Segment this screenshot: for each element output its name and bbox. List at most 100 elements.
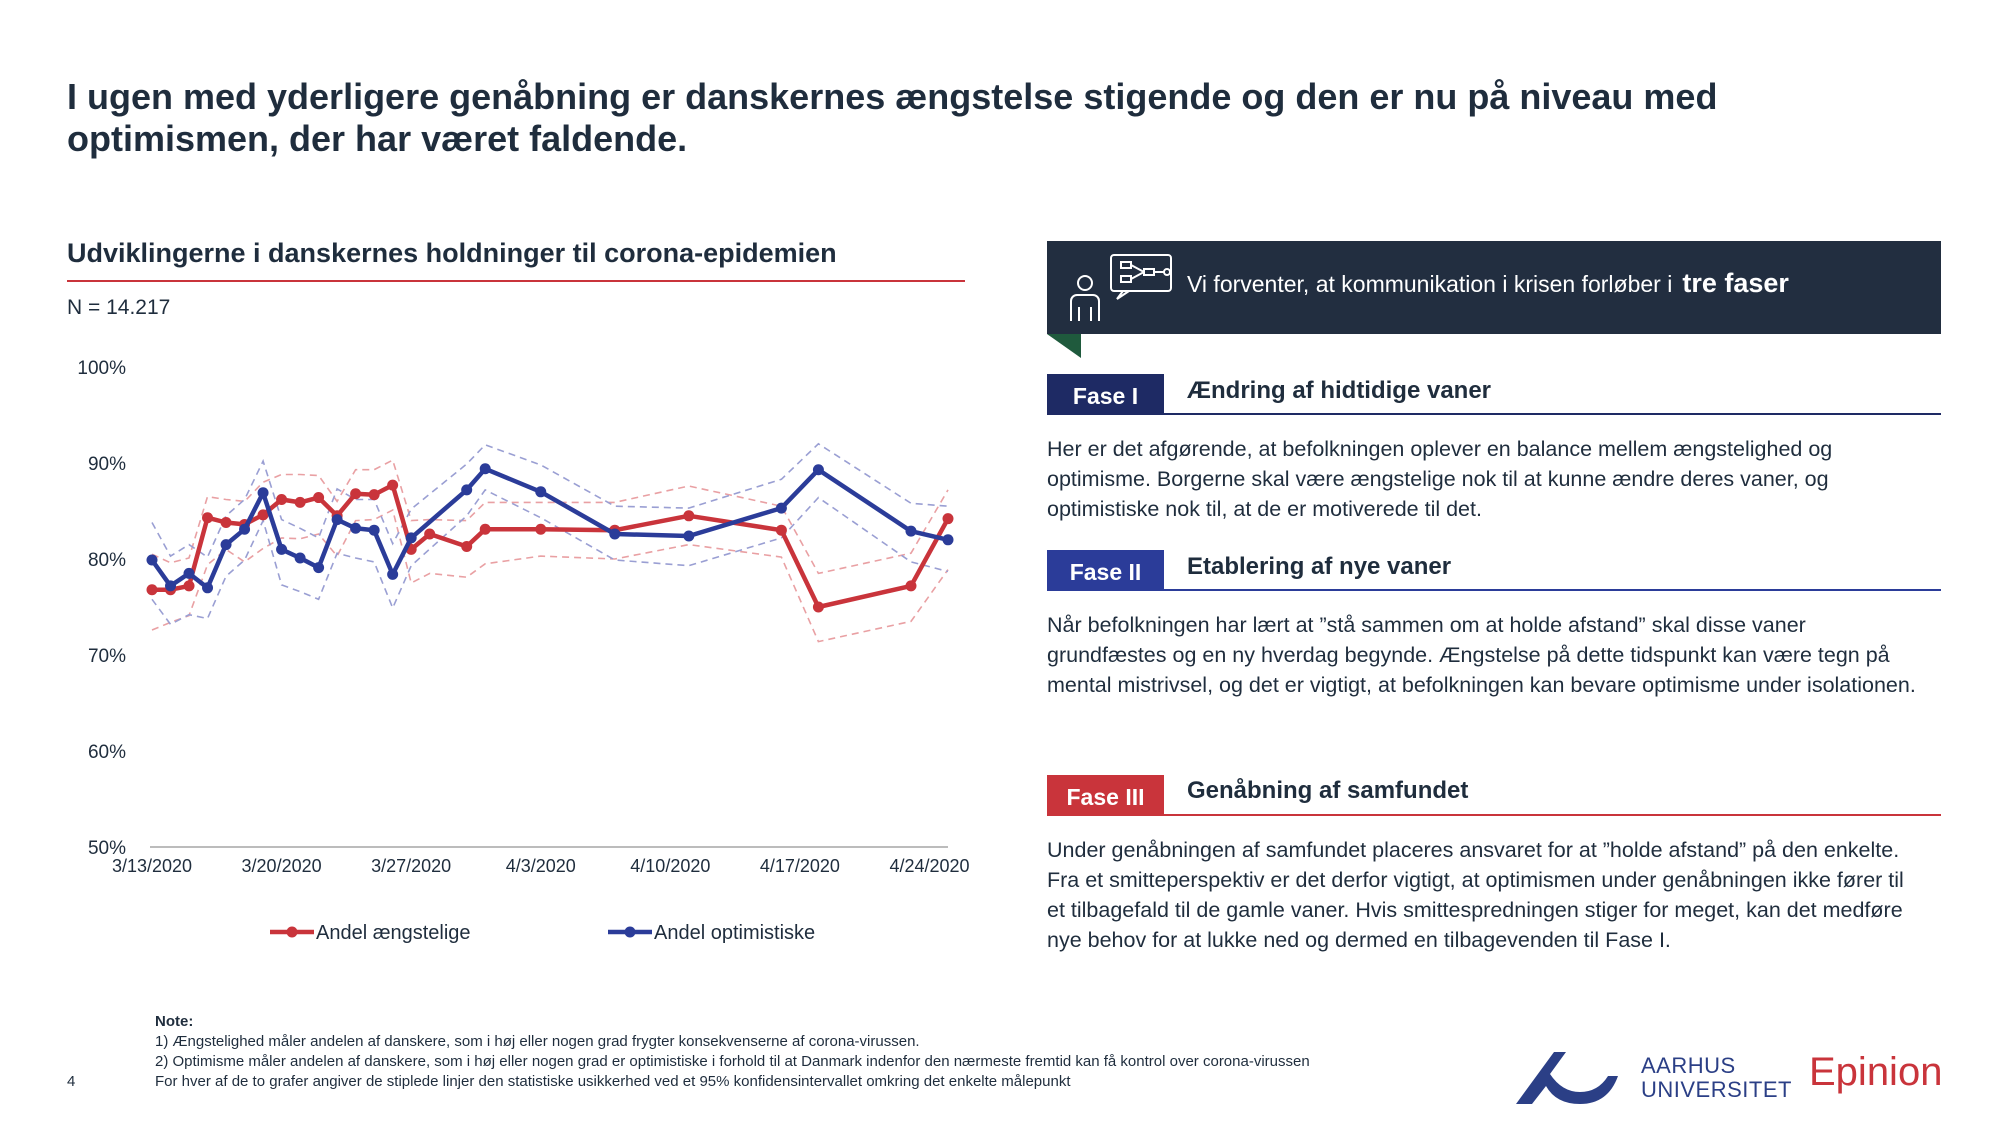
banner-text-main: Vi forventer, at kommunikation i krisen … [1187,271,1673,297]
data-point [331,514,343,526]
data-point [313,562,325,574]
data-point [609,528,621,540]
data-point [535,486,547,498]
phase-1-body: Her er det afgørende, at befolkningen op… [1047,437,1833,521]
sample-size-label: N = 14.217 [67,296,171,319]
y-tick-label: 50% [88,838,126,859]
data-point [202,512,214,524]
data-point [368,489,380,501]
university-line-1: AARHUS [1641,1053,1736,1078]
confidence-interval-lines [151,442,949,643]
phase-1-tag: Fase I [1047,374,1164,414]
presenter-board-icon [1070,254,1172,321]
phases-banner [1047,241,1941,334]
banner-text: Vi forventer, at kommunikation i krisen … [1187,268,1789,299]
data-point [350,522,362,534]
data-point [812,464,824,476]
data-point [775,524,787,536]
data-point [368,524,380,536]
x-tick-label: 3/20/2020 [242,856,322,876]
y-tick-label: 60% [88,742,126,763]
note-label: Note: [155,1013,194,1030]
data-point [313,492,325,504]
epinion-logo: Epinion [1809,1050,1943,1094]
university-wordmark: AARHUS UNIVERSITET [1641,1054,1792,1102]
y-tick-label: 70% [88,646,126,667]
data-point [942,513,954,525]
phase-3-divider [1047,814,1941,816]
note-line-3: For hver af de to grafer angiver de stip… [155,1073,1071,1090]
university-line-2: UNIVERSITET [1641,1077,1792,1102]
data-point [220,517,232,529]
data-point [294,552,306,564]
data-point [535,523,547,535]
data-point [146,554,158,566]
data-point [276,493,288,505]
data-point [257,509,269,521]
data-point [387,568,399,580]
data-point [461,484,473,496]
data-point [183,567,195,579]
phase-3-tag: Fase III [1047,775,1164,815]
data-point [405,532,417,544]
line-chart: 50%60%70%80%90%100% 3/13/2020 3/20/2020 3/… [77,358,970,944]
phase-2-divider [1047,589,1941,591]
data-point [683,510,695,522]
chart-title-divider [67,280,965,282]
data-point [775,502,787,514]
x-tick-label: 3/27/2020 [371,856,451,876]
legend-marker [286,926,298,938]
footnote: Note: 1) Ængstelighed måler andelen af d… [155,1012,1310,1092]
data-point [461,541,473,553]
data-point [350,488,362,500]
data-point [905,525,917,537]
data-point [294,496,306,508]
legend-label: Andel optimistiske [654,922,815,944]
ci-upper-line [151,458,949,575]
series-lines [146,463,954,613]
data-point [812,601,824,613]
page-title: I ugen med yderligere genåbning er dansk… [67,76,1718,159]
page-number: 4 [67,1073,76,1090]
ci-upper-line [151,442,949,559]
data-point [276,543,288,555]
data-point [257,487,269,499]
x-tick-label: 4/17/2020 [760,856,840,876]
x-axis-ticks: 3/13/2020 3/20/2020 3/27/2020 4/3/2020 4/10/… [112,856,970,876]
phase-2-tag: Fase II [1047,550,1164,590]
x-tick-label: 4/24/2020 [889,856,969,876]
phase-2-title: Etablering af nye vaner [1187,553,1452,580]
data-point [220,539,232,551]
data-point [479,463,491,475]
phase-3-body: Under genåbningen af samfundet placeres … [1047,838,1904,952]
aarhus-university-logo-icon [1516,1052,1618,1104]
phase-1-divider [1047,413,1941,415]
data-point [683,530,695,542]
data-point [165,580,177,592]
x-tick-label: 4/10/2020 [630,856,710,876]
data-point [146,584,158,596]
ci-lower-line [151,488,949,626]
data-point [239,523,251,535]
y-tick-label: 100% [77,358,126,379]
y-axis-ticks: 50% 60% 70% 80% 90% 100% [77,358,126,859]
banner-emphasis: tre faser [1682,268,1789,298]
y-tick-label: 90% [88,454,126,475]
note-line-2: 2) Optimisme måler andelen af danskere, … [155,1053,1310,1070]
y-tick-label: 80% [88,550,126,571]
phase-1-title: Ændring af hidtidige vaner [1187,377,1492,404]
phase-2-body: Når befolkningen har lært at ”stå sammen… [1047,613,1916,697]
banner-fold [1047,334,1081,358]
series-line [152,482,950,610]
data-point [905,580,917,592]
chart-legend: Andel ængstelige Andel optimistiske [270,922,815,944]
data-point [387,479,399,491]
data-point [479,523,491,535]
chart-title: Udviklingerne i danskernes holdninger ti… [67,238,837,268]
x-tick-label: 4/3/2020 [506,856,576,876]
data-point [424,528,436,540]
data-point [202,582,214,594]
phase-3-title: Genåbning af samfundet [1187,777,1469,804]
legend-marker [624,926,636,938]
data-point [183,580,195,592]
